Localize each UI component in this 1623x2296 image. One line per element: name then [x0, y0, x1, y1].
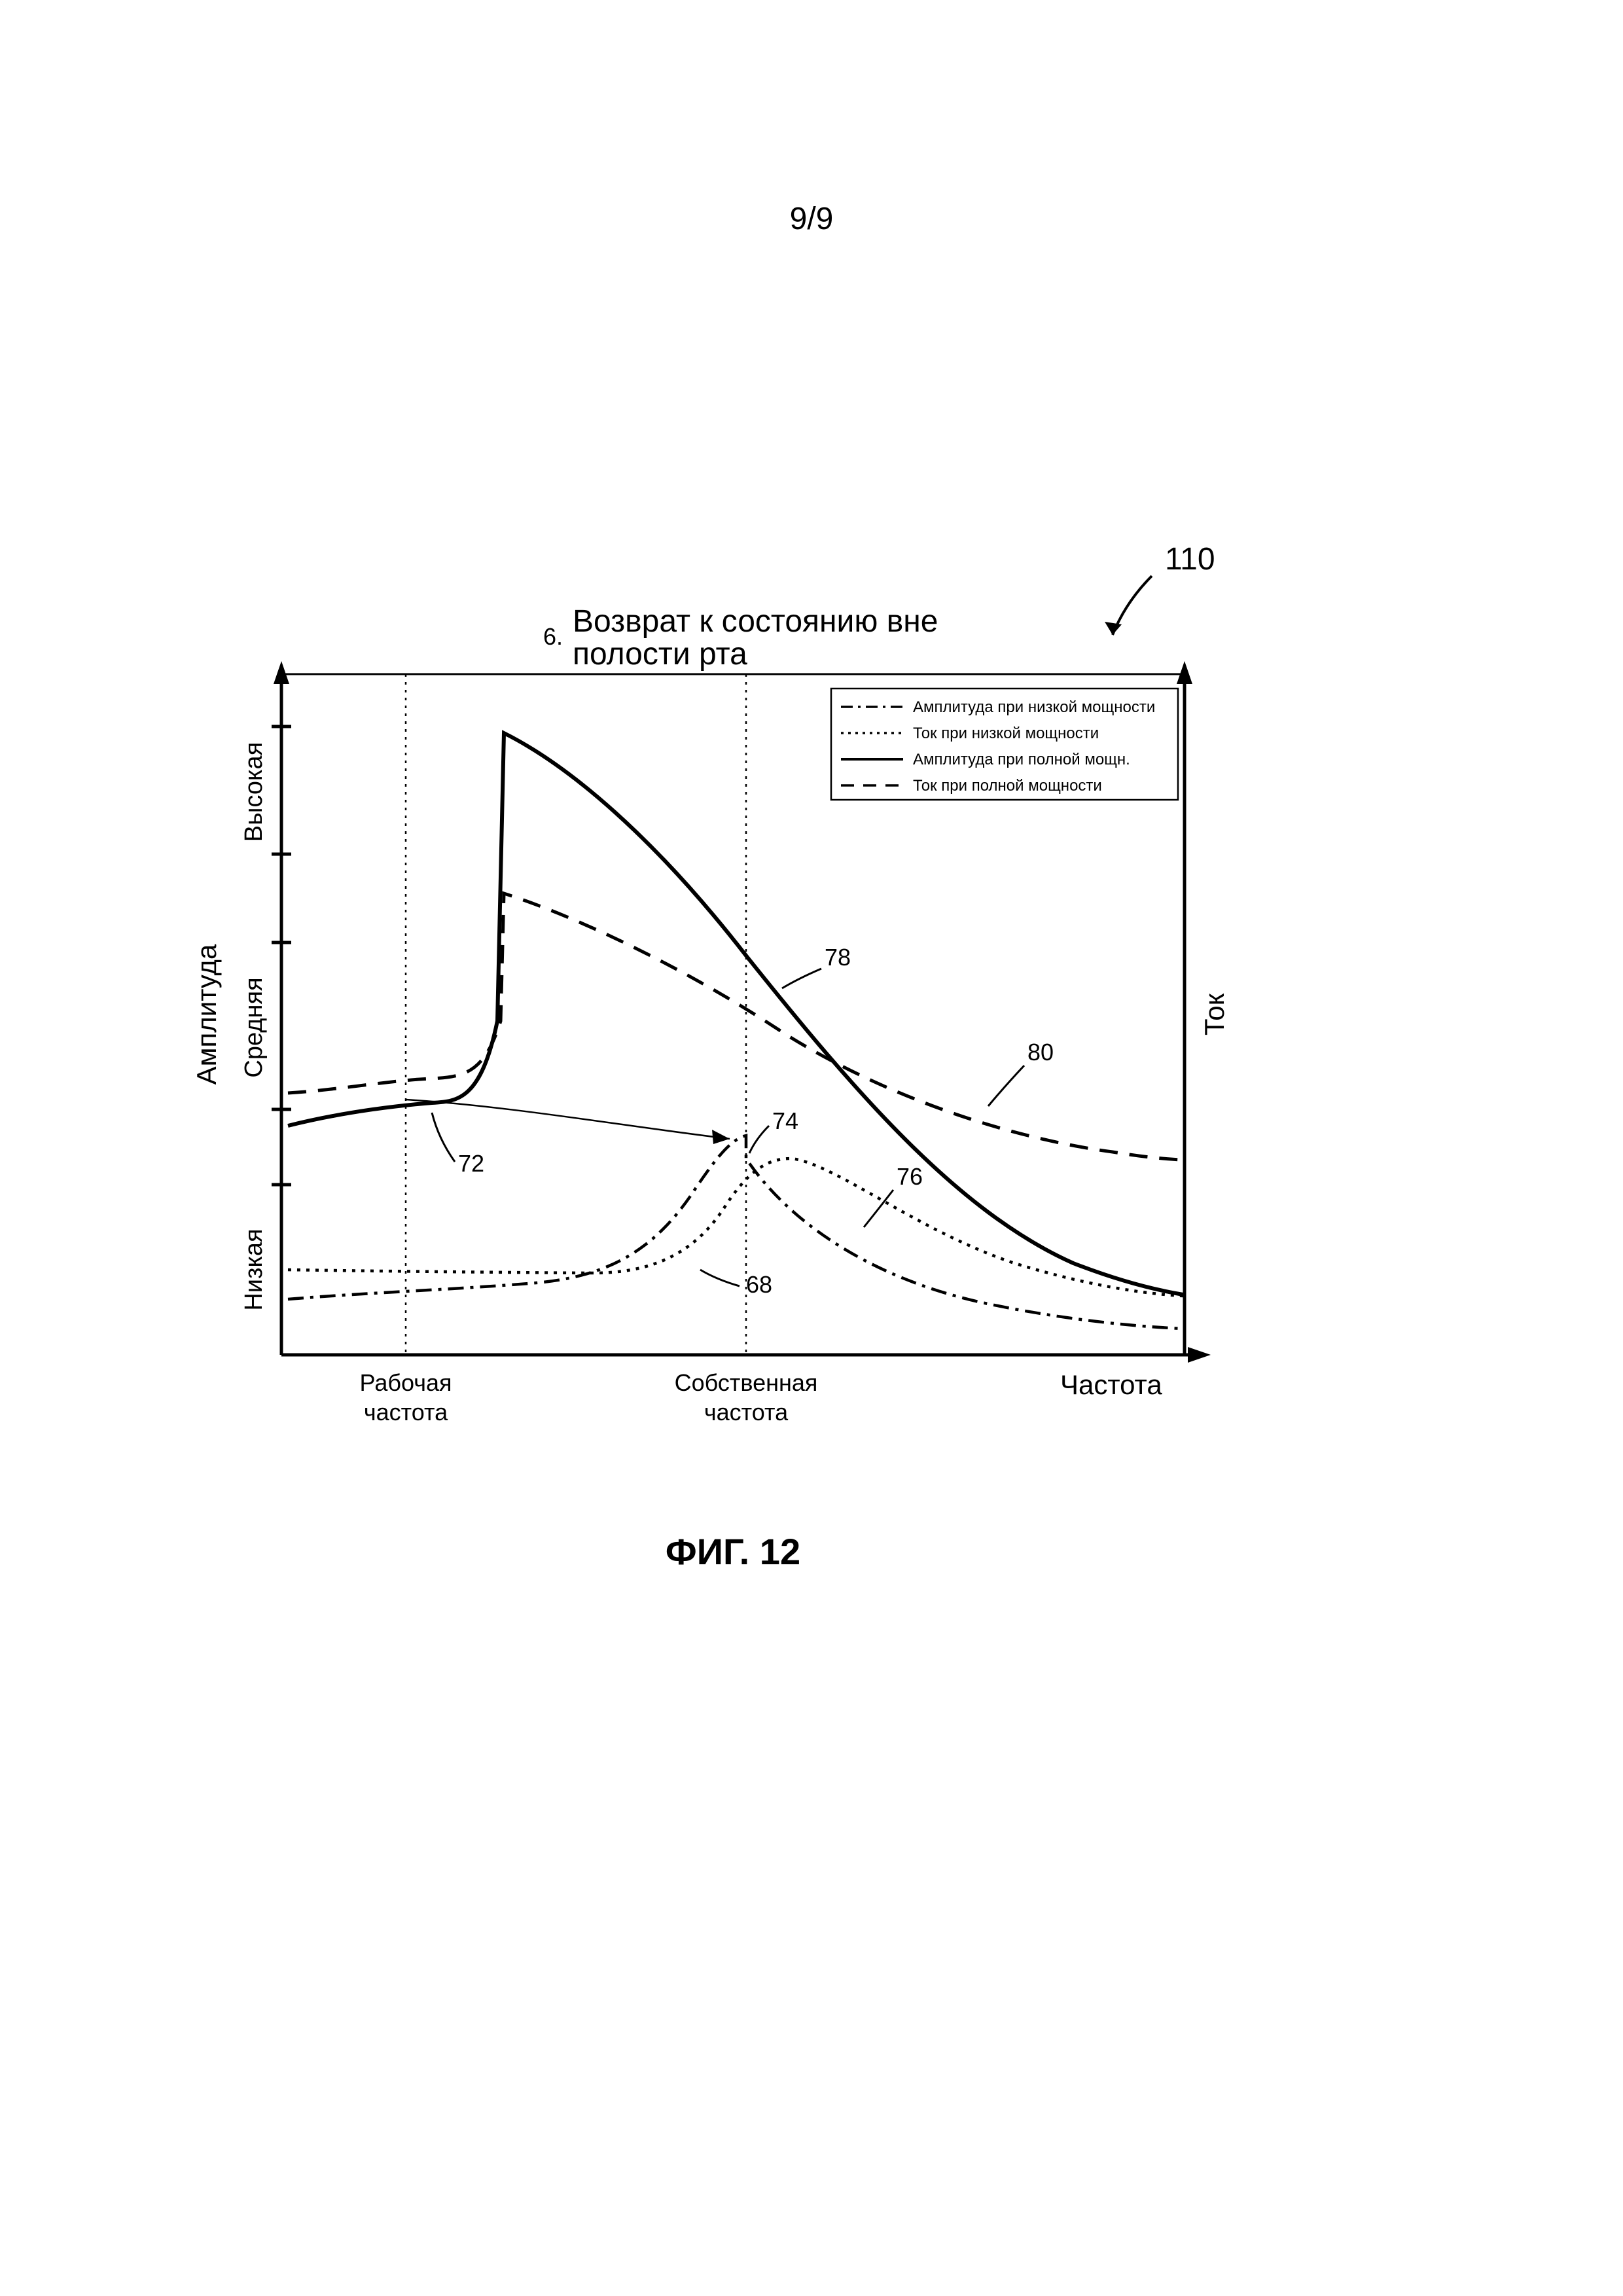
y-axis-left-arrow: [274, 661, 289, 684]
legend-text-3: Амплитуда при полной мощн.: [913, 751, 1130, 768]
page-number: 9/9: [790, 202, 834, 236]
series-72-arrowhead: [712, 1130, 730, 1144]
title-line1: Возврат к состоянию вне: [573, 604, 938, 639]
x-axis-label: Частота: [1060, 1369, 1162, 1400]
xtick1-line1: Рабочая: [360, 1369, 452, 1396]
y-axis-right-arrow: [1177, 661, 1192, 684]
series-78-solid: [288, 733, 1183, 1295]
ref-76-leader: [864, 1190, 893, 1227]
xtick1-line2: частота: [364, 1399, 448, 1426]
title-line2: полости рта: [573, 637, 747, 672]
ref-80: 80: [1027, 1039, 1054, 1066]
figure-svg: 9/9 110 6. Возврат к состоянию вне полос…: [0, 0, 1623, 2296]
ref-68: 68: [746, 1271, 772, 1298]
series-72-thin: [406, 1100, 730, 1139]
ref-68-leader: [700, 1270, 740, 1286]
ref-76: 76: [897, 1163, 923, 1190]
ref-110-arrowhead: [1105, 622, 1122, 635]
legend-text-4: Ток при полной мощности: [913, 777, 1102, 795]
xtick2-line2: частота: [704, 1399, 789, 1426]
y-cat-low: Низкая: [240, 1229, 268, 1310]
ref-80-leader: [988, 1066, 1024, 1106]
xtick2-line1: Собственная: [675, 1369, 818, 1396]
y-cat-high: Высокая: [240, 742, 268, 842]
ref-110: 110: [1165, 542, 1215, 577]
ref-74: 74: [772, 1107, 798, 1134]
legend-text-1: Амплитуда при низкой мощности: [913, 698, 1155, 716]
ref-78-leader: [782, 969, 821, 988]
title-prefix: 6.: [543, 623, 563, 650]
series-68-dashdot: [288, 1136, 1183, 1329]
series-80-dashed: [288, 893, 1183, 1160]
y-cat-mid: Средняя: [240, 977, 268, 1077]
y-axis-right-label: Ток: [1199, 993, 1230, 1035]
y-axis-left-label: Амплитуда: [191, 944, 222, 1085]
ref-74-leader: [749, 1126, 769, 1153]
figure-caption: ФИГ. 12: [666, 1531, 800, 1572]
ref-78: 78: [825, 944, 851, 971]
x-axis-arrow: [1188, 1347, 1211, 1363]
legend-text-2: Ток при низкой мощности: [913, 725, 1099, 742]
ref-72: 72: [458, 1150, 484, 1177]
series-74-dotted: [288, 1158, 1183, 1296]
ref-72-leader: [432, 1113, 455, 1162]
